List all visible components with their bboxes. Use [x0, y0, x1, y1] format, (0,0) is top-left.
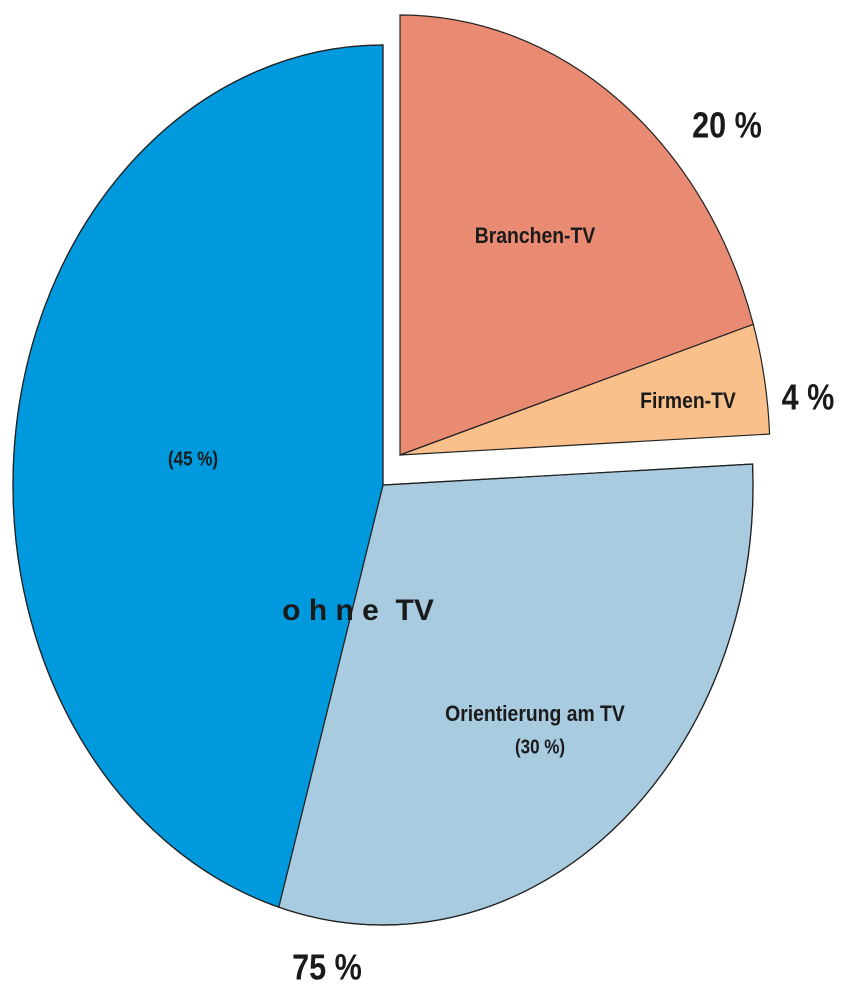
value-label: 20 %: [692, 106, 762, 146]
slice-label: Branchen-TV: [475, 224, 596, 248]
pie-slice: [399, 323, 771, 456]
slice-label: Orientierung am TV: [445, 702, 625, 726]
pie-slice: [399, 14, 755, 456]
group-label: o h n e TV: [282, 594, 434, 627]
value-label: (30 %): [515, 735, 565, 758]
group-outline: [12, 44, 754, 926]
value-label: 4 %: [782, 378, 835, 418]
group-value-label: 75 %: [292, 948, 362, 988]
value-label: (45 %): [168, 447, 218, 470]
slice-label: Firmen-TV: [640, 389, 736, 413]
